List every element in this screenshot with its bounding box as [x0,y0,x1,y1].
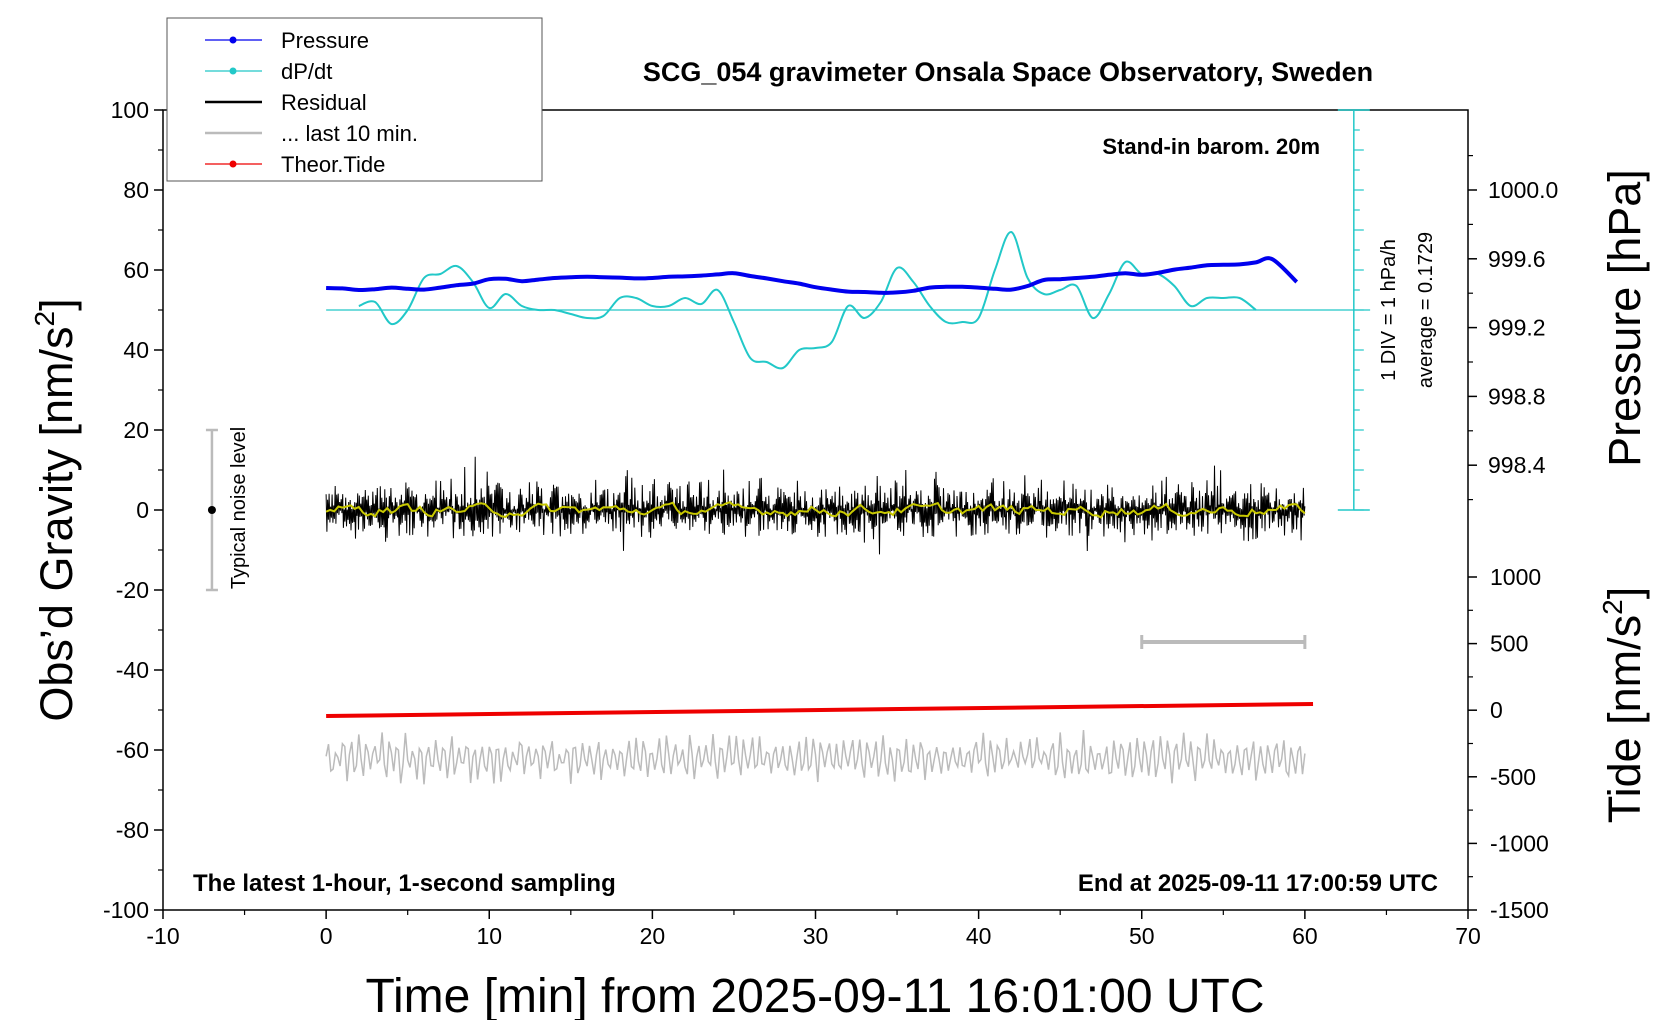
y-axis-label-left-main: Obs’d Gravity [nm/s [31,327,82,722]
legend-marker [229,160,237,168]
tide-tick-label: 0 [1490,697,1503,723]
noise-bar-center [207,506,216,514]
x-tick-label: 0 [320,923,333,949]
y-tick-label: -60 [116,737,149,763]
y-tick-label: -80 [116,817,149,843]
sampling-annotation: The latest 1-hour, 1-second sampling [193,870,616,897]
y-tick-label: -20 [116,577,149,603]
x-tick-label: 10 [476,923,502,949]
tide-tick-label: -1500 [1490,897,1549,923]
y-axis-label-tide-end: ] [1599,587,1650,600]
y-axis-label-tide-sup: 2 [1597,599,1628,615]
y-axis-label-left: Obs’d Gravity [nm/s2] [29,298,82,721]
pressure-tick-label: 1000.0 [1488,177,1558,203]
pressure-line [326,256,1299,295]
y-axis-label-left-end: ] [31,298,82,311]
tide-tick-label: 500 [1490,631,1528,657]
noise-level-label: Typical noise level [228,427,250,589]
end-time-annotation: End at 2025-09-11 17:00:59 UTC [1078,870,1438,897]
y-tick-label: 80 [123,177,149,203]
y-tick-label: 60 [123,257,149,283]
tide-tick-label: -1000 [1490,830,1549,856]
theor-tide-line [326,702,1314,718]
average-annotation: average = 0.1729 [1415,232,1437,388]
legend-items: Pressure dP/dt Residual ... last 10 min. The… [205,28,418,177]
tide-tick-label: 1000 [1490,564,1541,590]
legend-box [166,17,543,182]
stand-in-annotation: Stand-in barom. 20m [1102,134,1320,159]
y-tick-label: -100 [103,897,149,923]
y-tick-label: 0 [136,497,149,523]
y-tick-label: 40 [123,337,149,363]
tide-tick-label: -500 [1490,764,1536,790]
dpdt-line [358,231,1257,370]
pressure-tick-label: 998.4 [1488,452,1546,478]
series-layer [205,109,1371,785]
legend-label: Theor.Tide [281,152,385,177]
div-scale-annotation: 1 DIV = 1 hPa/h [1378,239,1400,381]
last10-line [325,729,1306,785]
x-tick-label: 30 [803,923,829,949]
y-axis-label-left-sup: 2 [29,311,60,327]
legend-marker [229,67,237,75]
x-tick-label: 20 [640,923,666,949]
x-tick-label: 70 [1455,923,1481,949]
x-tick-label: 60 [1292,923,1318,949]
x-axis-label: Time [min] from 2025-09-11 16:01:00 UTC [365,970,1264,1020]
y-tick-label: 20 [123,417,149,443]
pressure-tick-label: 999.6 [1488,246,1546,272]
pressure-tick-label: 999.2 [1488,315,1546,341]
legend-label: ... last 10 min. [281,121,418,146]
y-axis-label-tide-main: Tide [nm/s [1599,615,1650,823]
legend-label: Pressure [281,28,369,53]
legend: Pressure dP/dt Residual ... last 10 min. The… [166,17,543,182]
axes-layer: -10 0 10 20 30 40 50 60 70100806040200-20-40-60-… [103,97,1558,949]
residual-smoothed-line [325,501,1306,519]
y-axis-label-pressure: Pressure [hPa] [1599,169,1650,467]
pressure-tick-label: 998.8 [1488,383,1546,409]
residual-line [325,456,1306,555]
legend-label: Residual [281,90,367,115]
y-tick-label: -40 [116,657,149,683]
x-tick-label: -10 [146,923,179,949]
x-tick-label: 40 [966,923,992,949]
legend-label: dP/dt [281,59,332,84]
chart-title: SCG_054 gravimeter Onsala Space Observat… [643,57,1373,87]
y-axis-label-tide: Tide [nm/s2] [1597,587,1650,823]
x-tick-label: 50 [1129,923,1155,949]
legend-marker [229,36,237,44]
y-tick-label: 100 [111,97,149,123]
